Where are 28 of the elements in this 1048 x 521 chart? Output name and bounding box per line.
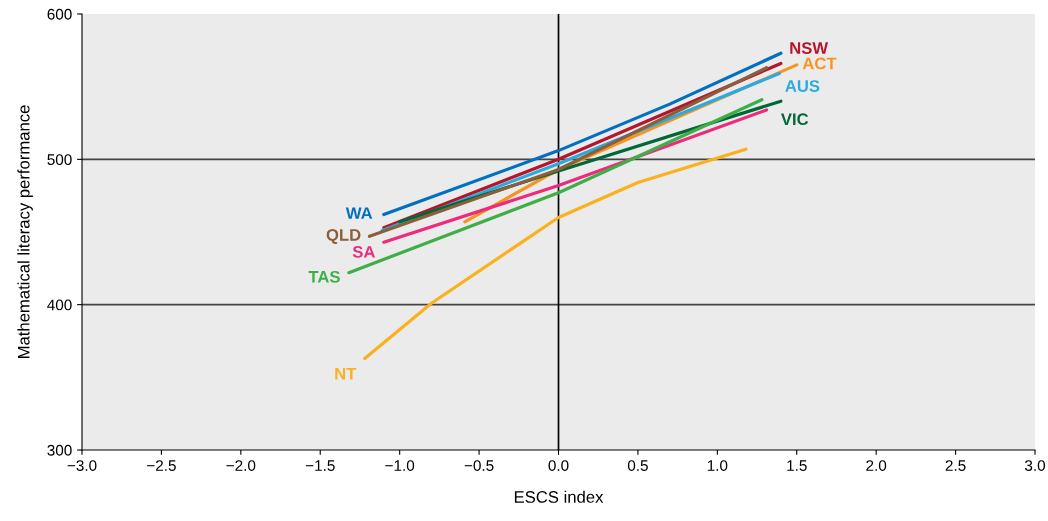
series-label: TAS: [308, 270, 340, 283]
series-label: WA: [345, 207, 373, 219]
series-label: VIC: [780, 113, 809, 126]
x-tick-label: 0.0: [548, 460, 569, 471]
x-tick-label: 3.0: [1024, 460, 1046, 471]
x-tick-label: −2.0: [226, 460, 256, 471]
y-axis-title: Mathematical literacy performance: [17, 105, 33, 358]
x-tick-label: −0.5: [464, 460, 494, 471]
y-tick-label: 400: [47, 299, 72, 311]
x-tick-label: 1.0: [707, 460, 728, 471]
x-axis-title: ESCS index: [514, 490, 604, 503]
y-tick-label: 300: [47, 444, 72, 456]
x-tick-label: 2.0: [866, 460, 887, 471]
y-tick-label: 600: [47, 8, 72, 20]
y-tick-label: 500: [47, 154, 72, 166]
x-tick-label: −1.5: [305, 460, 335, 471]
x-tick-label: 2.5: [945, 460, 966, 471]
x-tick-label: 0.5: [627, 460, 648, 471]
x-tick-label: −2.5: [147, 460, 176, 471]
series-label: SA: [352, 245, 376, 258]
x-tick-label: −3.0: [67, 460, 97, 471]
series-label: AUS: [785, 80, 820, 92]
series-label: NSW: [790, 42, 829, 54]
series-label: NT: [335, 367, 357, 380]
x-tick-label: −1.0: [385, 460, 415, 471]
series-label: QLD: [326, 229, 361, 244]
x-tick-label: 1.5: [787, 460, 807, 471]
series-label: ACT: [802, 57, 837, 70]
